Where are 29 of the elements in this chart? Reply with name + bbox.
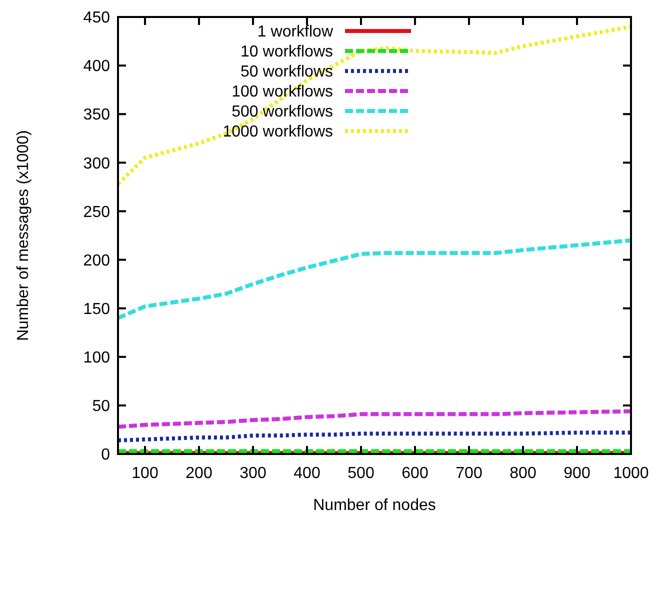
y-tick-label: 200 — [83, 252, 110, 270]
line-series — [116, 430, 633, 442]
y-tick-label: 100 — [83, 349, 110, 366]
y-tick-label: 400 — [83, 58, 110, 76]
x-tick-label: 800 — [510, 465, 536, 482]
y-tick-label: 50 — [92, 398, 110, 416]
x-tick-label: 300 — [240, 465, 266, 482]
y-tick-label: 300 — [83, 155, 110, 172]
line-series — [116, 238, 633, 320]
x-tick-label: 400 — [294, 465, 320, 482]
y-tick-label: 0 — [101, 446, 110, 464]
x-tick-label: 100 — [132, 465, 158, 482]
y-tick-label: 150 — [83, 300, 110, 318]
legend-label: 10 workflows — [240, 44, 333, 61]
x-tick-label: 900 — [564, 465, 590, 482]
x-tick-label: 700 — [456, 465, 482, 482]
x-tick-label: 1000 — [613, 465, 649, 482]
x-tick-label: 600 — [402, 465, 428, 482]
legend-label: 500 workflows — [232, 104, 333, 121]
line-series — [116, 24, 633, 186]
legend-label: 1 workflow — [257, 24, 334, 41]
y-tick-label: 450 — [83, 10, 110, 27]
x-axis-title: Number of nodes — [313, 497, 436, 514]
y-tick-label: 350 — [83, 106, 110, 124]
y-axis-title: Number of messages (x1000) — [15, 130, 32, 341]
line-series — [116, 409, 633, 429]
y-tick-label: 250 — [83, 204, 110, 221]
x-tick-label: 200 — [186, 465, 212, 482]
x-tick-label: 500 — [348, 465, 374, 482]
